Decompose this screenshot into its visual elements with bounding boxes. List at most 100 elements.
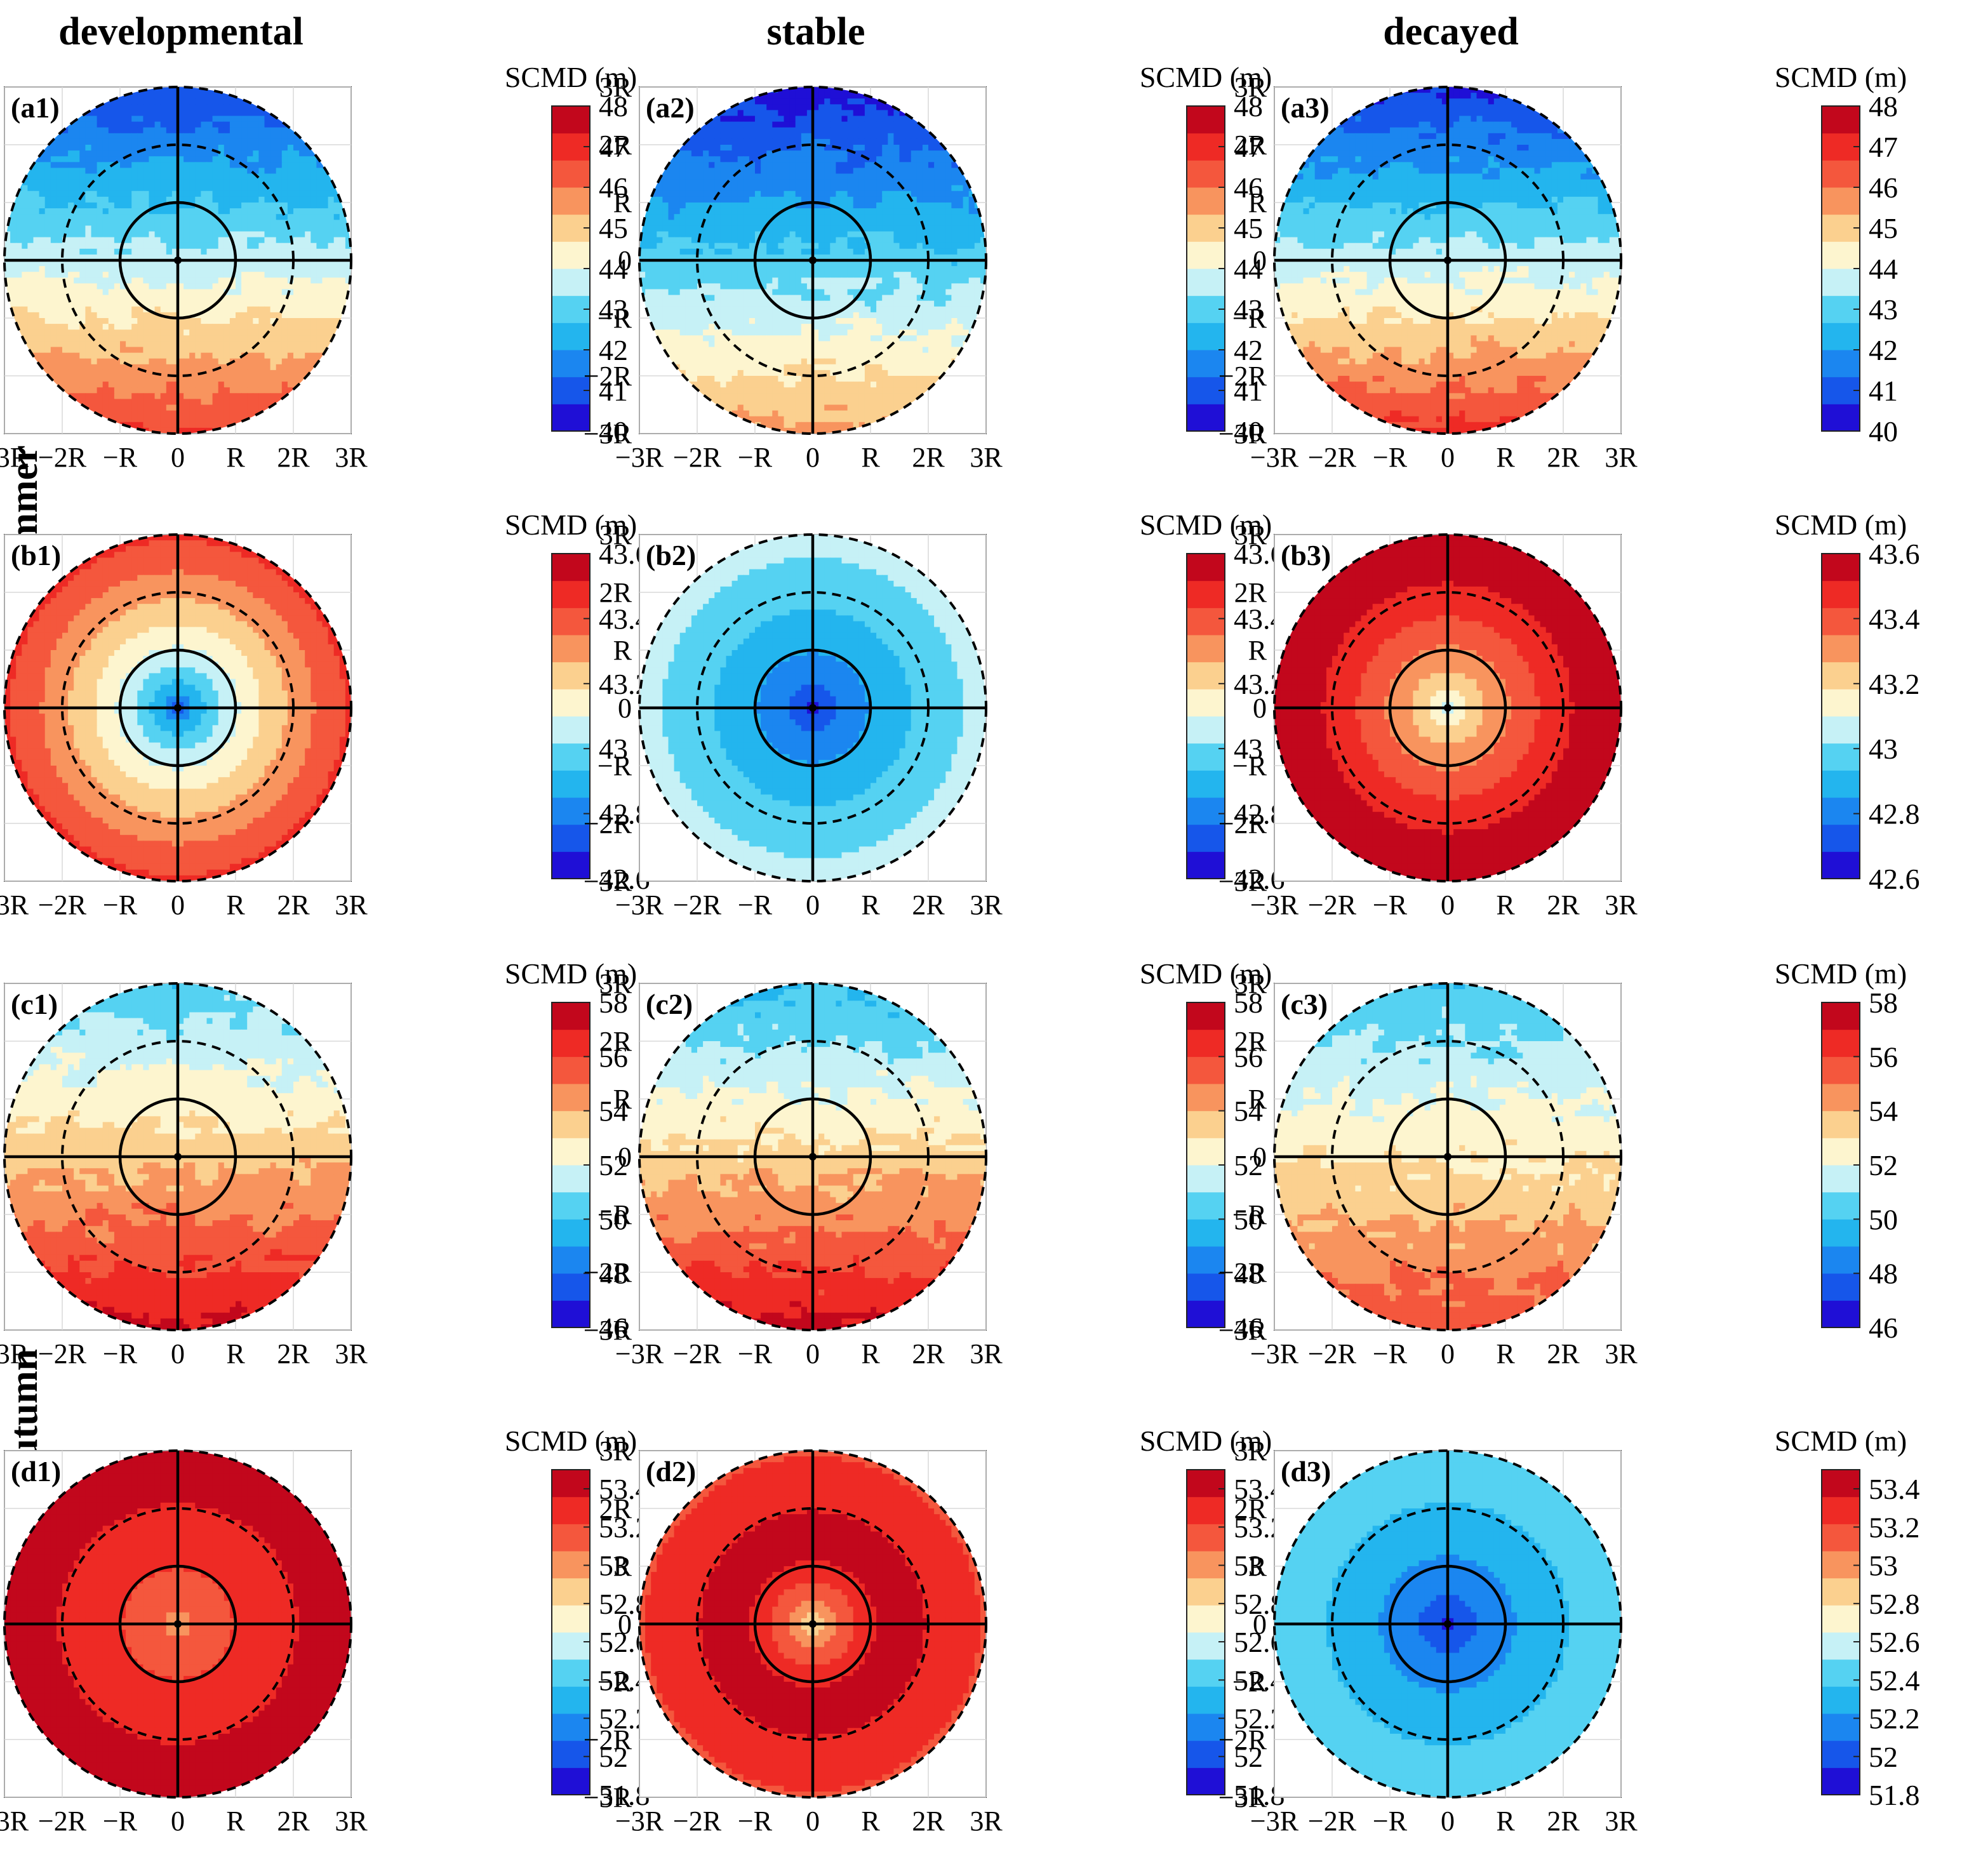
heatmap-cell	[749, 190, 756, 197]
heatmap-cell	[102, 145, 109, 151]
heatmap-cell	[691, 277, 698, 284]
heatmap-cell	[801, 173, 808, 180]
heatmap-cell	[16, 272, 22, 278]
heatmap-cell	[264, 116, 271, 123]
heatmap-cell	[691, 168, 698, 175]
heatmap-cell	[871, 248, 877, 255]
heatmap-cell	[241, 127, 248, 134]
heatmap-cell	[281, 364, 288, 371]
heatmap-cell	[149, 324, 156, 330]
heatmap-cell	[322, 185, 329, 192]
heatmap-cell	[236, 110, 242, 117]
heatmap-cell	[784, 260, 791, 267]
heatmap-cell	[893, 237, 900, 244]
heatmap-cell	[85, 329, 92, 336]
heatmap-cell	[316, 335, 323, 342]
heatmap-cell	[178, 162, 184, 168]
heatmap-cell	[143, 352, 150, 359]
heatmap-cell	[27, 196, 34, 203]
heatmap-cell	[882, 283, 888, 290]
heatmap-cell	[968, 277, 975, 284]
heatmap-cell	[761, 93, 767, 99]
heatmap-cell	[114, 173, 121, 180]
heatmap-cell	[645, 208, 651, 215]
heatmap-cell	[201, 248, 208, 255]
heatmap-cell	[276, 266, 283, 272]
heatmap-cell	[876, 254, 883, 261]
heatmap-cell	[97, 312, 103, 319]
heatmap-cell	[276, 220, 283, 226]
heatmap-cell	[44, 214, 51, 220]
heatmap-cell	[247, 329, 253, 336]
heatmap-cell	[120, 214, 126, 220]
heatmap-cell	[241, 272, 248, 278]
heatmap-cell	[74, 358, 80, 365]
heatmap-cell	[114, 352, 121, 359]
heatmap-cell	[697, 214, 704, 220]
heatmap-cell	[120, 121, 126, 128]
heatmap-cell	[126, 121, 132, 128]
heatmap-cell	[888, 266, 894, 272]
heatmap-cell	[922, 289, 929, 296]
heatmap-cell	[328, 237, 335, 244]
heatmap-cell	[276, 190, 283, 197]
heatmap-cell	[778, 121, 785, 128]
heatmap-cell	[766, 254, 773, 261]
heatmap-cell	[310, 352, 317, 359]
heatmap-cell	[39, 173, 46, 180]
heatmap-cell	[871, 289, 877, 296]
heatmap-cell	[39, 260, 46, 267]
heatmap-cell	[74, 393, 80, 399]
heatmap-cell	[137, 416, 143, 423]
heatmap-cell	[126, 283, 132, 290]
heatmap-cell	[218, 190, 225, 197]
heatmap-cell	[50, 248, 57, 255]
heatmap-cell	[310, 283, 317, 290]
heatmap-cell	[755, 231, 761, 238]
heatmap-cell	[91, 352, 98, 359]
heatmap-cell	[911, 145, 918, 151]
heatmap-cell	[276, 173, 283, 180]
heatmap-cell	[899, 150, 906, 157]
heatmap-cell	[951, 214, 958, 220]
heatmap-cell	[899, 168, 906, 175]
heatmap-cell	[79, 243, 86, 249]
heatmap-cell	[195, 254, 201, 261]
heatmap-cell	[916, 162, 923, 168]
heatmap-cell	[143, 318, 150, 324]
heatmap-cell	[241, 399, 248, 406]
heatmap-cell	[85, 289, 92, 296]
heatmap-cell	[789, 156, 796, 163]
heatmap-cell	[171, 173, 178, 180]
heatmap-cell	[236, 168, 242, 175]
heatmap-cell	[27, 225, 34, 232]
heatmap-cell	[171, 329, 178, 336]
heatmap-cell	[206, 329, 213, 336]
heatmap-cell	[963, 243, 970, 249]
heatmap-cell	[339, 295, 346, 302]
heatmap-cell	[691, 208, 698, 215]
heatmap-cell	[270, 399, 277, 406]
heatmap-cell	[4, 225, 11, 232]
heatmap-cell	[726, 254, 733, 261]
heatmap-cell	[241, 190, 248, 197]
heatmap-cell	[131, 203, 138, 209]
heatmap-cell	[709, 138, 715, 145]
heatmap-cell	[264, 133, 271, 140]
heatmap-cell	[44, 277, 51, 284]
heatmap-cell	[328, 179, 335, 186]
heatmap-cell	[743, 248, 750, 255]
heatmap-cell	[945, 168, 952, 175]
heatmap-cell	[328, 243, 335, 249]
heatmap-cell	[68, 272, 74, 278]
heatmap-cell	[714, 127, 721, 134]
heatmap-cell	[731, 243, 738, 249]
heatmap-cell	[236, 248, 242, 255]
heatmap-cell	[184, 214, 190, 220]
heatmap-cell	[287, 335, 294, 342]
heatmap-cell	[62, 168, 69, 175]
heatmap-cell	[755, 162, 761, 168]
heatmap-cell	[836, 127, 843, 134]
heatmap-cell	[806, 243, 813, 249]
heatmap-cell	[830, 127, 836, 134]
